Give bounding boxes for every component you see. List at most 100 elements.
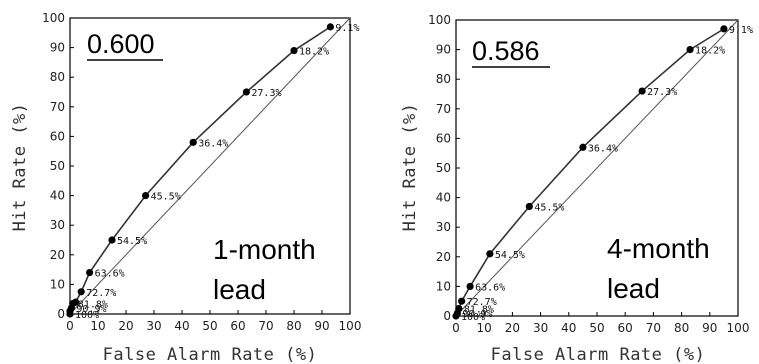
- y-tick-label: 100: [42, 11, 65, 25]
- x-tick-label: 0: [66, 319, 74, 333]
- roc-point: [458, 297, 466, 305]
- point-label: 18.2%: [299, 47, 329, 58]
- x-tick-label: 60: [618, 321, 633, 335]
- y-tick-label: 90: [50, 41, 65, 55]
- point-label: 36.4%: [588, 143, 618, 154]
- roc-point: [108, 236, 116, 244]
- roc-point: [525, 202, 533, 211]
- point-label: 81.8%: [78, 300, 108, 311]
- roc-point: [142, 192, 150, 200]
- y-tick-label: 0: [57, 307, 65, 321]
- lead-label-line1: 4-month: [607, 233, 710, 264]
- x-tick-label: 10: [90, 319, 105, 333]
- y-tick-label: 30: [436, 220, 451, 234]
- roc-chart-1month: 0.600 1-month lead False Alarm Rate (%) …: [10, 11, 361, 364]
- x-tick-label: 40: [174, 319, 189, 333]
- y-tick-label: 20: [436, 250, 451, 264]
- lead-label-line1: 1-month: [213, 234, 316, 265]
- roc-point: [579, 143, 587, 151]
- y-tick-label: 90: [436, 43, 451, 57]
- point-label: 63.6%: [95, 269, 125, 280]
- x-tick-label: 90: [314, 319, 329, 333]
- x-tick-label: 30: [146, 319, 161, 333]
- x-tick-label: 10: [477, 321, 492, 335]
- diagonal-line: [455, 19, 739, 317]
- x-axis-title: False Alarm Rate (%): [491, 345, 706, 364]
- x-tick-label: 70: [258, 319, 273, 333]
- point-label: 100%: [461, 312, 485, 323]
- y-tick-label: 20: [50, 248, 65, 262]
- y-tick-label: 80: [436, 72, 451, 86]
- point-label: 72.7%: [467, 297, 497, 308]
- point-label: 45.5%: [534, 202, 564, 213]
- y-tick-label: 70: [436, 102, 451, 116]
- diagonal-line: [69, 17, 351, 315]
- y-tick-label: 70: [50, 100, 65, 114]
- score-label: 0.586: [472, 36, 540, 66]
- x-tick-label: 70: [646, 321, 661, 335]
- x-axis-title: False Alarm Rate (%): [103, 345, 318, 364]
- roc-point: [326, 23, 334, 31]
- roc-point: [290, 46, 298, 55]
- y-tick-label: 0: [443, 309, 451, 323]
- x-tick-label: 80: [286, 319, 301, 333]
- x-tick-label: 90: [702, 321, 717, 335]
- lead-label-line2: lead: [607, 273, 660, 304]
- y-tick-label: 40: [50, 189, 65, 203]
- point-label: 81.8%: [464, 305, 494, 316]
- y-tick-label: 100: [428, 13, 451, 27]
- roc-curve: [455, 28, 725, 317]
- x-tick-label: 50: [202, 319, 217, 333]
- point-label: 9.1%: [729, 25, 753, 36]
- point-label: 54.5%: [495, 250, 525, 261]
- y-axis-title: Hit Rate (%): [400, 103, 420, 232]
- roc-point: [189, 138, 197, 146]
- point-label: 27.3%: [251, 88, 281, 99]
- score-label: 0.600: [87, 29, 155, 59]
- roc-point: [486, 250, 494, 258]
- x-tick-label: 30: [533, 321, 548, 335]
- y-tick-label: 10: [436, 279, 451, 293]
- roc-point: [720, 25, 728, 33]
- y-tick-label: 50: [436, 161, 451, 175]
- lead-label-line2: lead: [213, 274, 266, 305]
- y-tick-label: 80: [50, 70, 65, 84]
- point-label: 45.5%: [151, 192, 181, 203]
- x-tick-label: 20: [505, 321, 520, 335]
- roc-point: [455, 305, 463, 313]
- y-tick-label: 30: [50, 218, 65, 232]
- x-tick-label: 20: [118, 319, 133, 333]
- x-tick-label: 0: [452, 321, 460, 335]
- x-tick-label: 40: [561, 321, 576, 335]
- point-label: 27.3%: [647, 87, 677, 98]
- point-label: 9.1%: [335, 23, 359, 34]
- y-axis-title: Hit Rate (%): [10, 103, 30, 232]
- point-label: 100%: [75, 310, 99, 321]
- y-tick-label: 10: [50, 277, 65, 291]
- y-tick-label: 60: [50, 129, 65, 143]
- point-label: 18.2%: [695, 46, 725, 57]
- y-tick-label: 50: [50, 159, 65, 173]
- x-tick-label: 100: [727, 321, 750, 335]
- y-tick-label: 60: [436, 131, 451, 145]
- point-label: 72.7%: [86, 288, 116, 299]
- x-tick-label: 100: [339, 319, 362, 333]
- y-tick-label: 40: [436, 191, 451, 205]
- roc-point: [638, 87, 646, 95]
- x-tick-label: 60: [230, 319, 245, 333]
- point-label: 36.4%: [198, 138, 228, 149]
- point-label: 54.5%: [117, 236, 147, 247]
- roc-point: [72, 298, 80, 306]
- roc-point: [466, 282, 474, 290]
- point-label: 90.9%: [76, 304, 106, 315]
- roc-point: [686, 46, 694, 54]
- roc-point: [86, 268, 94, 277]
- x-tick-label: 50: [589, 321, 604, 335]
- roc-point: [77, 288, 85, 296]
- x-tick-label: 80: [674, 321, 689, 335]
- point-label: 63.6%: [475, 282, 505, 293]
- roc-point: [242, 88, 250, 96]
- roc-chart-4month: 0.586 4-month lead False Alarm Rate (%) …: [400, 13, 753, 364]
- point-label: 90.9%: [462, 309, 492, 320]
